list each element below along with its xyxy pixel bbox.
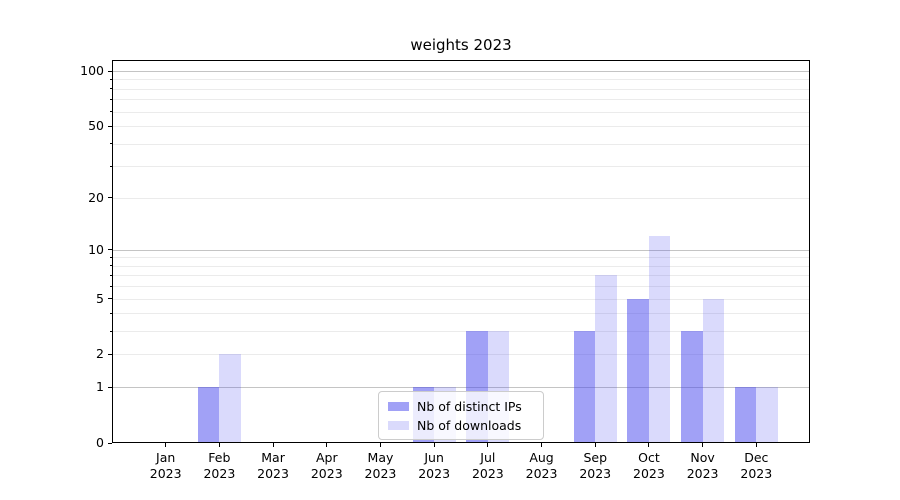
- bar-distinct-ips: [197, 387, 220, 443]
- y-tick: [108, 249, 112, 251]
- legend-label-distinct-ips: Nb of distinct IPs: [417, 399, 522, 414]
- bar-distinct-ips: [627, 298, 649, 443]
- x-tick-label: Sep 2023: [579, 450, 612, 481]
- y-tick: [108, 197, 112, 199]
- chart-title: weights 2023: [410, 36, 512, 54]
- y-minor-tick: [109, 165, 112, 167]
- gridline-minor: [112, 275, 810, 277]
- gridline-minor: [112, 265, 810, 267]
- x-tick-label: Aug 2023: [525, 450, 558, 481]
- gridline-minor: [112, 286, 810, 288]
- x-tick: [218, 443, 220, 447]
- gridline-major: [112, 249, 810, 251]
- y-tick-label: 20: [88, 189, 104, 205]
- y-minor-tick: [109, 78, 112, 80]
- legend: Nb of distinct IPs Nb of downloads: [378, 391, 544, 440]
- gridline-minor: [112, 111, 810, 113]
- legend-label-downloads: Nb of downloads: [417, 418, 522, 433]
- x-tick: [379, 443, 381, 447]
- gridline-minor: [112, 88, 810, 90]
- y-tick-label: 50: [88, 118, 104, 134]
- bar-downloads: [595, 275, 617, 443]
- legend-swatch-distinct-ips: [388, 402, 409, 411]
- y-minor-tick: [109, 312, 112, 314]
- y-tick-label: 100: [80, 63, 104, 78]
- x-tick: [594, 443, 596, 447]
- legend-item-downloads: Nb of downloads: [379, 416, 543, 435]
- bar-downloads: [219, 354, 241, 443]
- x-tick-label: Dec 2023: [740, 450, 773, 481]
- legend-swatch-downloads: [388, 421, 409, 430]
- y-minor-tick: [109, 330, 112, 332]
- gridline-minor: [112, 298, 810, 300]
- y-tick-label: 0: [96, 435, 104, 450]
- x-tick-label: May 2023: [364, 450, 397, 481]
- y-minor-tick: [109, 111, 112, 113]
- y-minor-tick: [109, 256, 112, 258]
- x-tick: [755, 443, 757, 447]
- gridline-minor: [112, 257, 810, 259]
- y-minor-tick: [109, 274, 112, 276]
- y-tick: [108, 70, 112, 72]
- bar-distinct-ips: [573, 331, 596, 443]
- gridline-minor: [112, 126, 810, 128]
- x-tick: [165, 443, 167, 447]
- gridline-minor: [112, 99, 810, 101]
- y-tick: [108, 386, 112, 388]
- x-tick: [702, 443, 704, 447]
- y-tick-label: 5: [96, 290, 104, 306]
- y-tick-label: 2: [96, 346, 104, 362]
- y-minor-tick: [109, 265, 112, 267]
- y-minor-tick: [109, 143, 112, 145]
- x-tick: [541, 443, 543, 447]
- bar-downloads: [648, 236, 671, 443]
- bar-downloads: [756, 387, 778, 443]
- gridline-minor: [112, 166, 810, 168]
- x-tick-label: Apr 2023: [310, 450, 343, 481]
- gridline-minor: [112, 313, 810, 315]
- y-tick: [108, 353, 112, 355]
- y-tick: [108, 298, 112, 300]
- y-tick: [108, 442, 112, 444]
- x-tick: [326, 443, 328, 447]
- x-tick-label: Oct 2023: [633, 450, 665, 481]
- y-minor-tick: [109, 98, 112, 100]
- y-minor-tick: [109, 285, 112, 287]
- gridline-minor: [112, 197, 810, 199]
- x-tick: [487, 443, 489, 447]
- plot-area: [112, 60, 810, 443]
- x-tick-label: Nov 2023: [686, 450, 719, 481]
- gridline-minor: [112, 354, 810, 356]
- bar-distinct-ips: [681, 331, 703, 443]
- bar-distinct-ips: [734, 387, 757, 443]
- gridline-minor: [112, 143, 810, 145]
- x-tick-label: Jan 2023: [149, 450, 182, 481]
- x-tick: [272, 443, 274, 447]
- x-tick: [433, 443, 435, 447]
- x-tick-label: Feb 2023: [203, 450, 236, 481]
- y-tick: [108, 125, 112, 127]
- bar-downloads: [702, 298, 725, 443]
- x-tick-label: Mar 2023: [257, 450, 289, 481]
- y-minor-tick: [109, 88, 112, 90]
- y-tick-label: 10: [88, 241, 104, 257]
- y-tick-label: 1: [96, 379, 104, 395]
- x-tick: [648, 443, 650, 447]
- x-tick-label: Jul 2023: [471, 450, 504, 481]
- legend-item-distinct-ips: Nb of distinct IPs: [379, 397, 543, 416]
- gridline-major: [112, 71, 810, 72]
- gridline-minor: [112, 331, 810, 333]
- x-tick-label: Jun 2023: [418, 450, 451, 481]
- gridline-minor: [112, 79, 810, 81]
- gridline-major: [112, 387, 810, 389]
